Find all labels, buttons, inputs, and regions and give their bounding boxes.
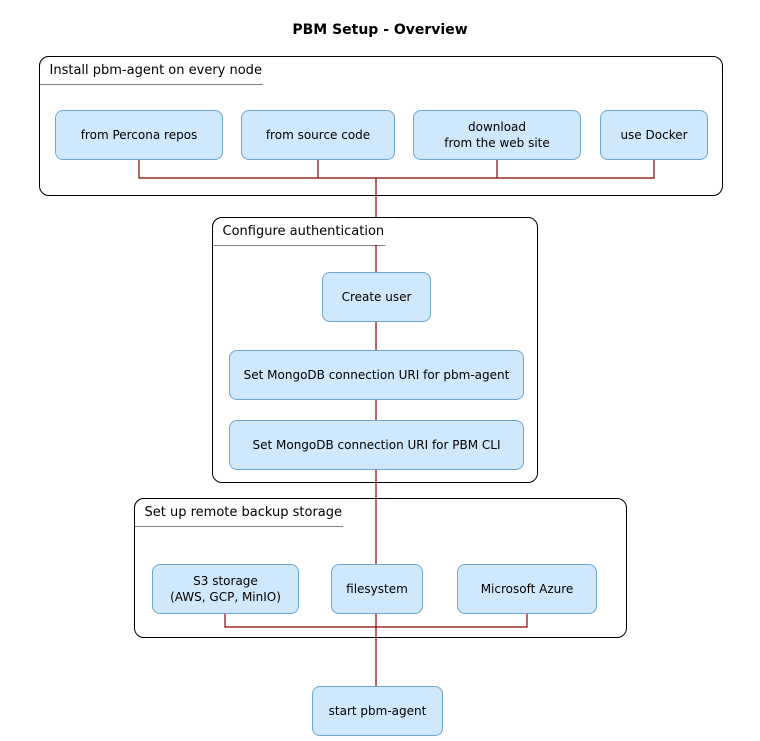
n_fs: filesystem [331,564,423,614]
group-label: Install pbm-agent on every node [39,56,277,85]
group-label: Configure authentication [212,217,400,246]
diagram-title: PBM Setup - Overview [0,22,760,38]
n_web: downloadfrom the web site [413,110,581,160]
n_uri1: Set MongoDB connection URI for pbm-agent [229,350,524,400]
n_azure: Microsoft Azure [457,564,597,614]
n_start: start pbm-agent [312,686,443,736]
group-label: Set up remote backup storage [134,498,358,527]
n_docker: use Docker [600,110,708,160]
n_user: Create user [322,272,431,322]
n_source: from source code [241,110,395,160]
diagram-canvas: PBM Setup - Overview Install pbm-agent o… [0,0,760,741]
n_s3: S3 storage(AWS, GCP, MinIO) [152,564,299,614]
n_percona: from Percona repos [55,110,223,160]
n_uri2: Set MongoDB connection URI for PBM CLI [229,420,524,470]
